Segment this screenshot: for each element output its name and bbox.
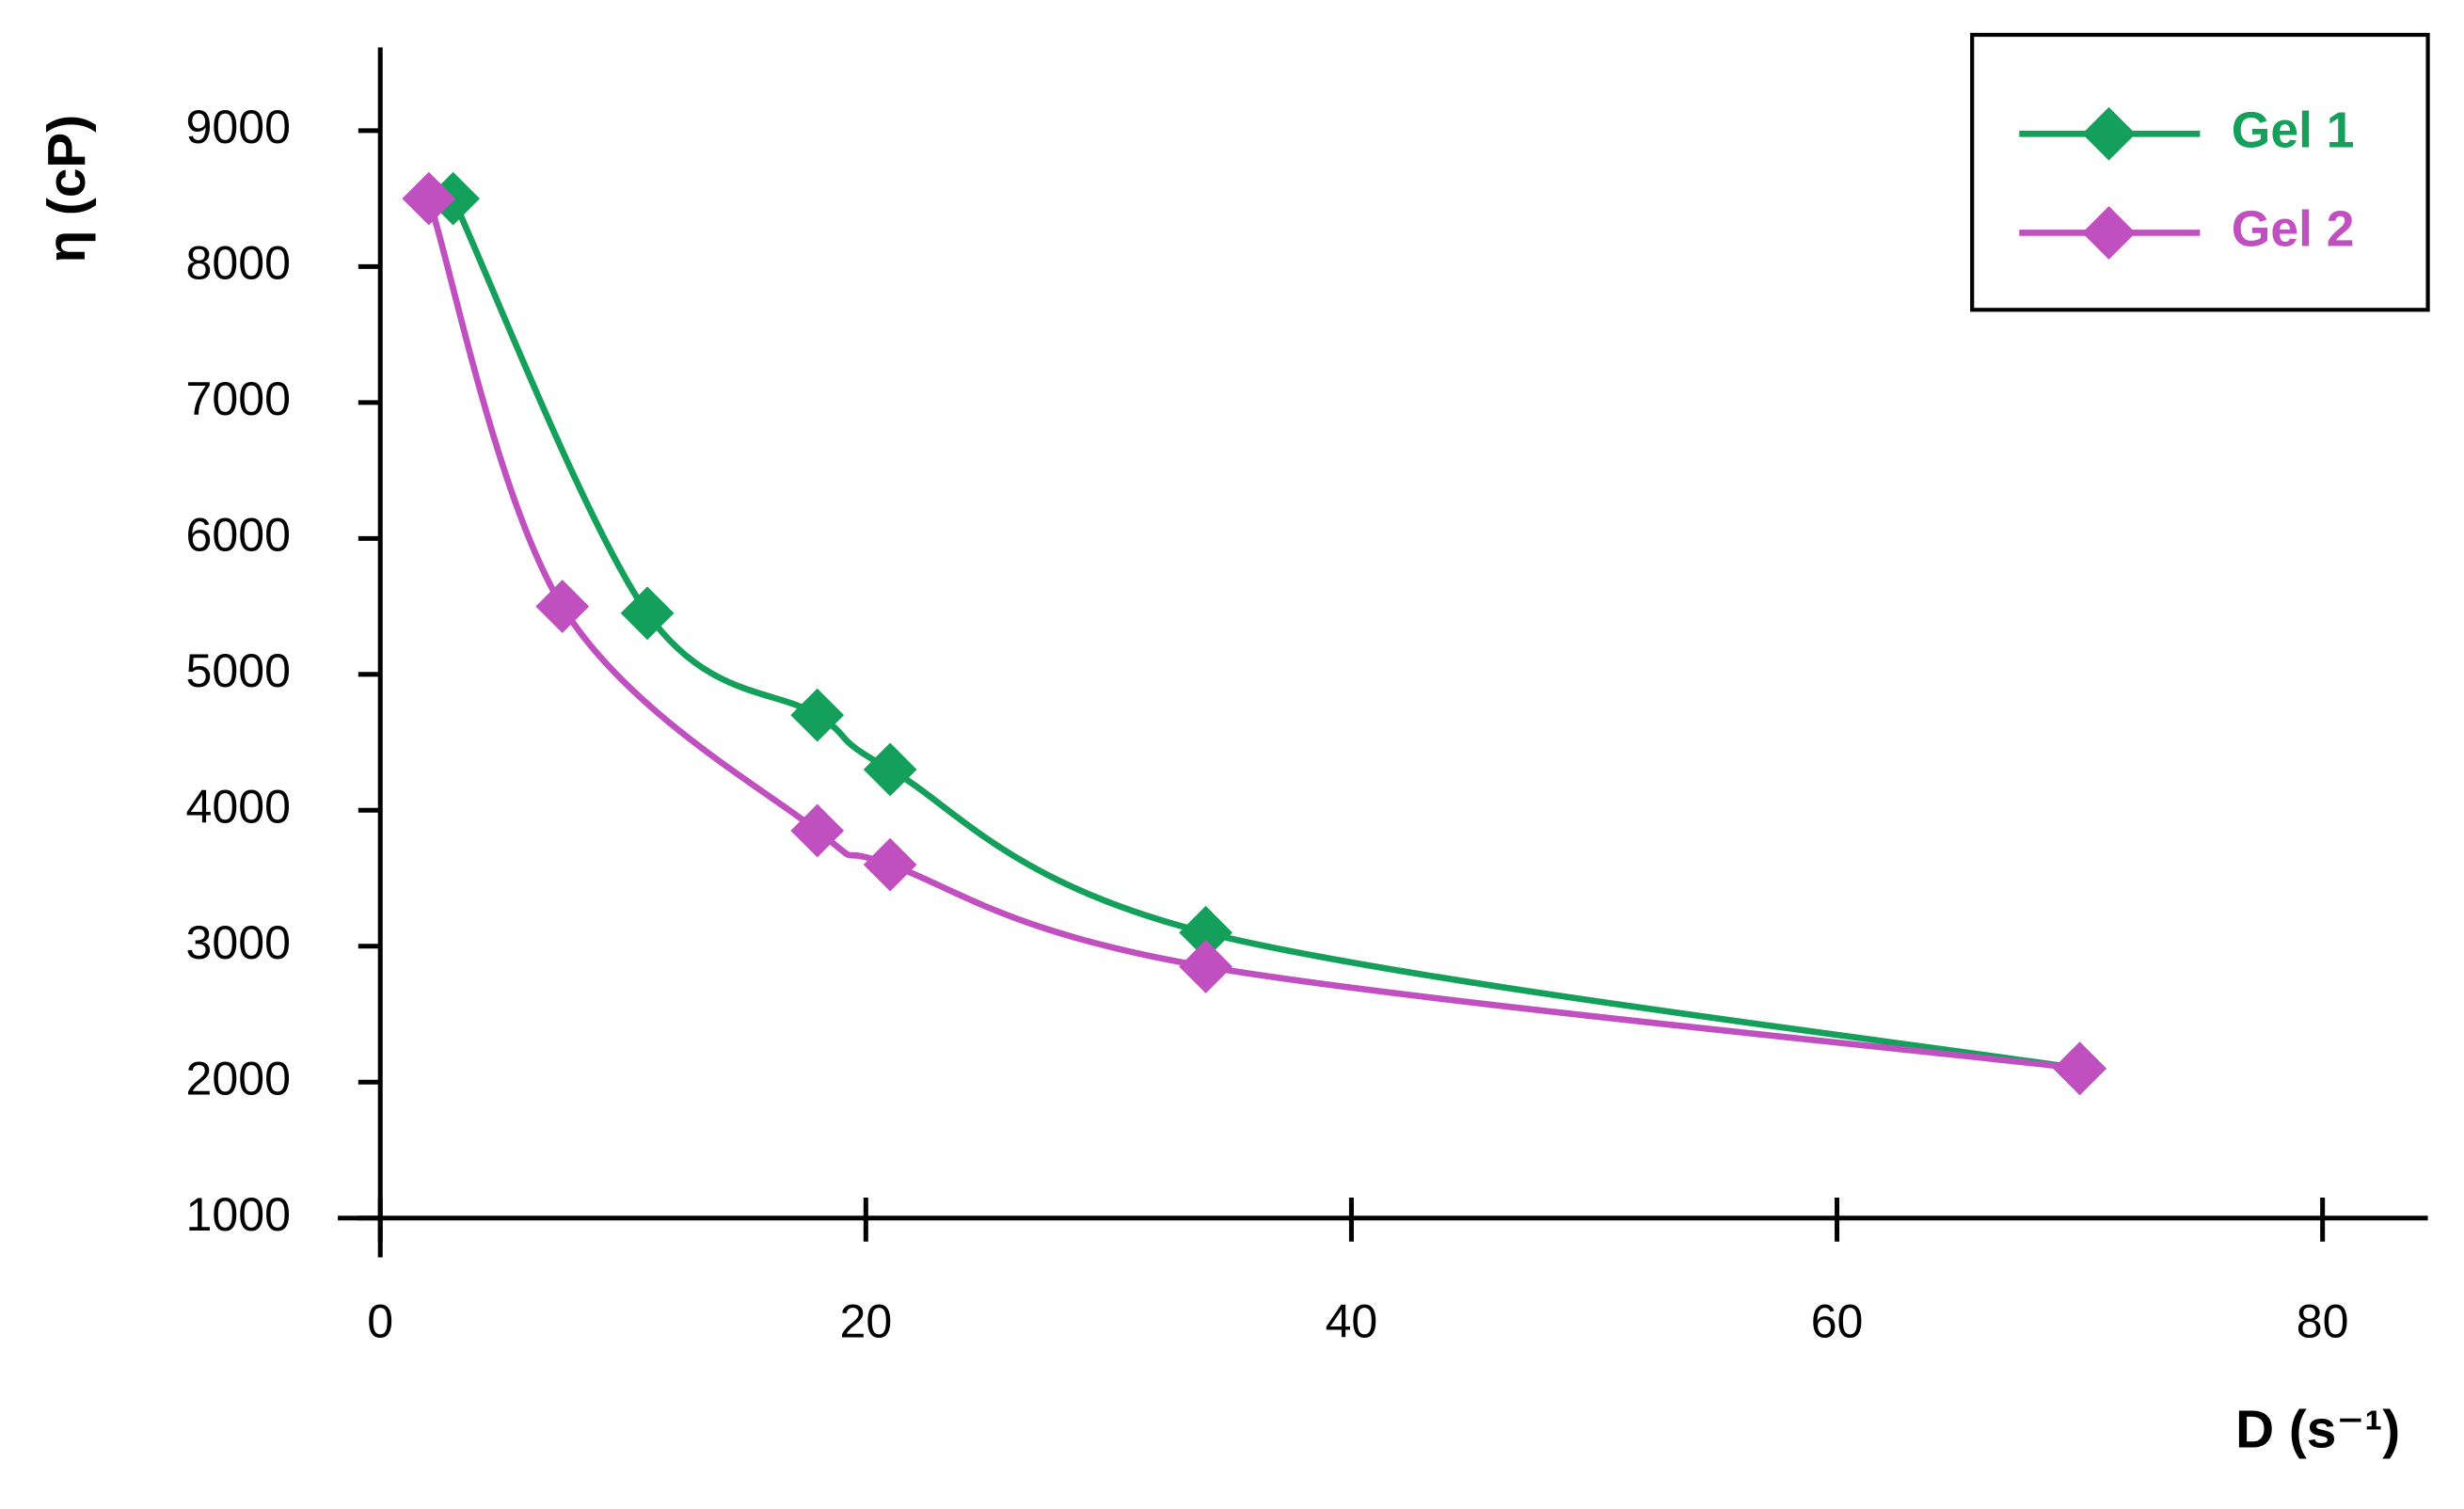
x-tick-label: 20	[839, 1295, 892, 1348]
marker	[535, 580, 590, 633]
marker	[1179, 905, 1233, 960]
marker	[863, 837, 917, 892]
marker	[790, 688, 845, 742]
y-axis-title: η (cP)	[38, 115, 97, 263]
x-axis-title: D (s⁻¹)	[2235, 1401, 2400, 1460]
legend-marker	[2082, 106, 2136, 161]
y-tick-label: 3000	[186, 916, 291, 969]
x-tick-label: 80	[2297, 1295, 2349, 1348]
legend-box	[1970, 32, 2430, 312]
legend-label: Gel 2	[2232, 202, 2355, 258]
y-tick-label: 1000	[186, 1188, 291, 1241]
marker	[402, 171, 456, 226]
legend-label: Gel 1	[2232, 103, 2355, 158]
legend-marker	[2082, 206, 2136, 260]
marker	[620, 586, 675, 641]
series-line	[425, 198, 2081, 1072]
y-tick-label: 2000	[186, 1052, 291, 1104]
y-tick-label: 7000	[186, 373, 291, 425]
marker	[1179, 940, 1233, 993]
marker	[863, 742, 917, 797]
marker	[2053, 1041, 2107, 1096]
y-tick-label: 9000	[186, 101, 291, 153]
x-tick-label: 60	[1811, 1295, 1864, 1348]
y-tick-label: 5000	[186, 644, 291, 697]
y-tick-label: 4000	[186, 781, 291, 834]
marker	[790, 803, 845, 858]
x-tick-label: 0	[367, 1295, 393, 1348]
y-tick-label: 8000	[186, 237, 291, 290]
y-tick-label: 6000	[186, 509, 291, 562]
x-tick-label: 40	[1326, 1295, 1378, 1348]
series-line	[450, 197, 2081, 1072]
